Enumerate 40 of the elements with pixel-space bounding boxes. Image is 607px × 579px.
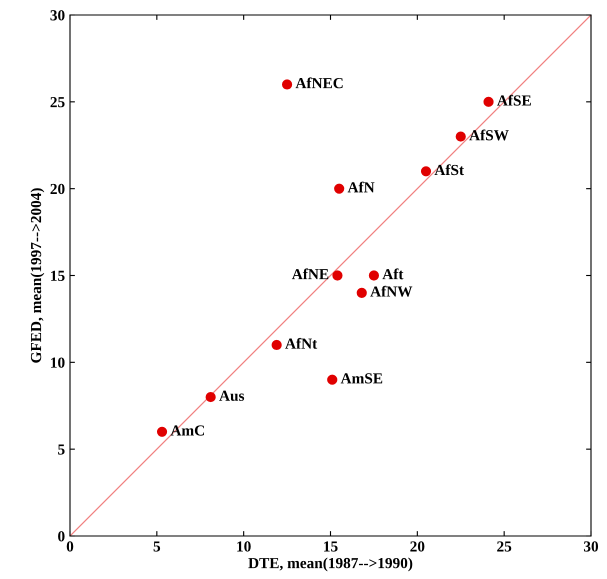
annotation: AmC	[170, 425, 204, 436]
point	[327, 374, 338, 385]
annotation: AmSE	[340, 373, 382, 384]
annotation: Aus	[219, 390, 244, 401]
x-tick-label: 20	[410, 541, 424, 552]
y-tick-label: 5	[58, 444, 65, 455]
annotation: AfNE	[292, 268, 328, 280]
x-tick-label: 25	[497, 541, 512, 552]
y-tick-label: 15	[51, 270, 65, 281]
point	[282, 79, 292, 90]
point	[420, 166, 432, 176]
point	[368, 270, 380, 281]
annotation: AfNt	[285, 338, 318, 349]
point	[483, 96, 494, 107]
annotation: AfSW	[469, 129, 509, 140]
y-tick-label: 0	[58, 531, 65, 542]
annotation: AfSE	[497, 94, 531, 106]
x-tick-label: 10	[237, 541, 251, 552]
annotation: Aft	[382, 268, 404, 280]
y-tick-label: 20	[50, 184, 65, 194]
annotation: AfN	[348, 182, 374, 192]
x-tick-label: 30	[584, 541, 598, 552]
point	[156, 426, 168, 437]
x-tick-label: 5	[154, 541, 160, 552]
point	[332, 270, 343, 281]
annotation: AfSt	[434, 164, 464, 176]
x-tick-label: 15	[324, 541, 338, 552]
y-tick-label: 30	[50, 10, 65, 20]
y-axis-title: GFED, mean(1997-->2004)	[30, 188, 44, 363]
point	[356, 288, 367, 298]
y-tick-label: 25	[50, 97, 65, 108]
point	[334, 184, 344, 194]
x-axis-title: DTE, mean(1987-->1990)	[248, 557, 412, 572]
annotation: AfNW	[370, 286, 412, 297]
y-tick-label: 10	[51, 357, 65, 368]
x-tick-label: 0	[66, 541, 74, 552]
point	[206, 392, 216, 402]
point	[272, 340, 282, 350]
annotation: AfNEC	[296, 77, 343, 88]
point	[456, 131, 466, 142]
